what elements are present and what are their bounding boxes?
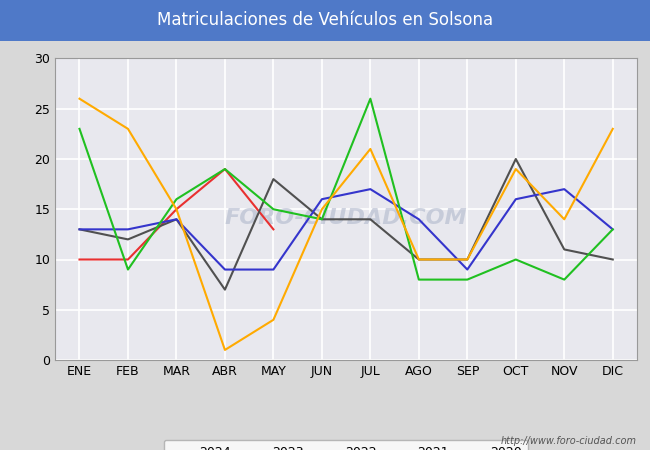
Text: Matriculaciones de Vehículos en Solsona: Matriculaciones de Vehículos en Solsona: [157, 11, 493, 29]
Text: http://www.foro-ciudad.com: http://www.foro-ciudad.com: [501, 436, 637, 446]
Text: FORO-CIUDAD.COM: FORO-CIUDAD.COM: [225, 208, 467, 228]
Legend: 2024, 2023, 2022, 2021, 2020: 2024, 2023, 2022, 2021, 2020: [164, 440, 528, 450]
